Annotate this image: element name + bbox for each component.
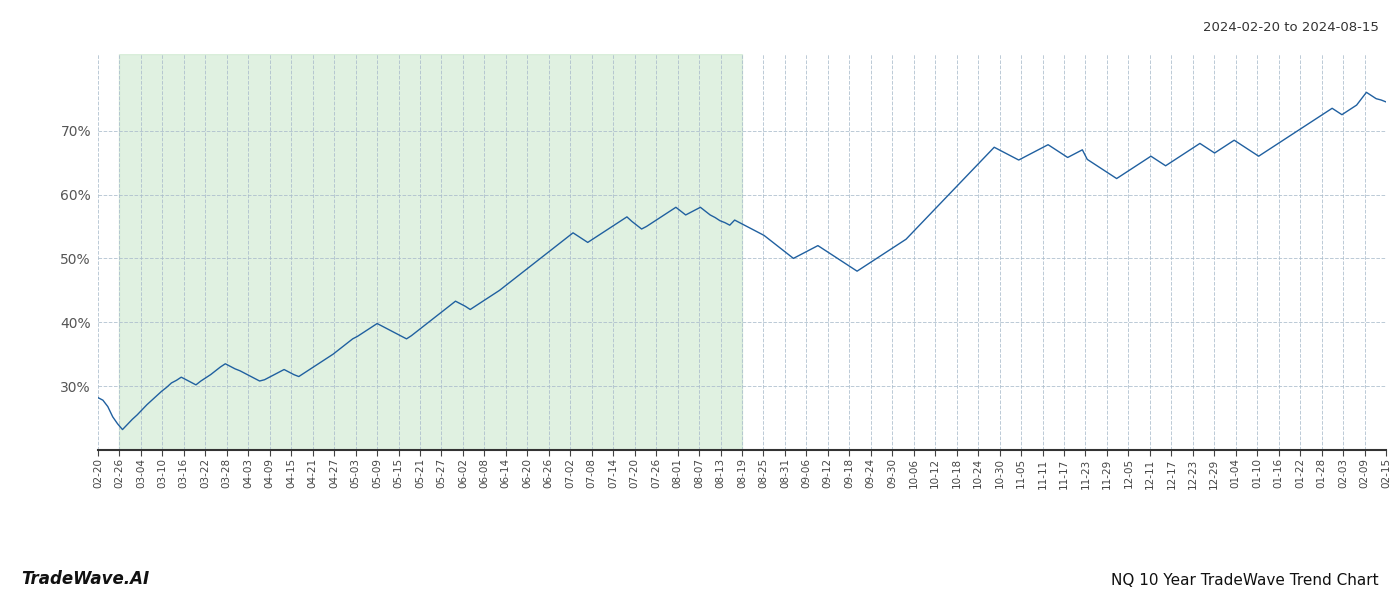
- Text: NQ 10 Year TradeWave Trend Chart: NQ 10 Year TradeWave Trend Chart: [1112, 573, 1379, 588]
- Text: TradeWave.AI: TradeWave.AI: [21, 570, 150, 588]
- Text: 2024-02-20 to 2024-08-15: 2024-02-20 to 2024-08-15: [1203, 21, 1379, 34]
- Bar: [119, 54, 742, 450]
